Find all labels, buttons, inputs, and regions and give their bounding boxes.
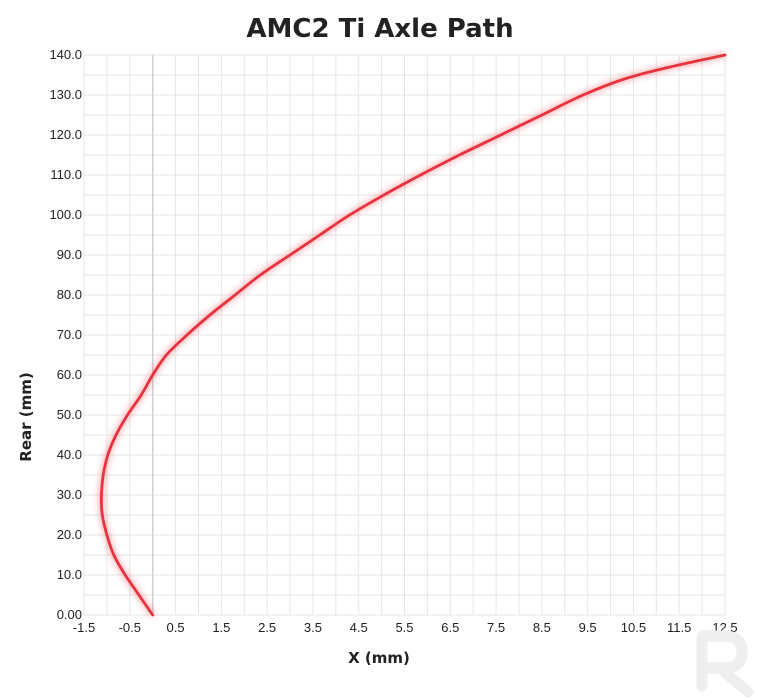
y-tick-label: 30.0: [57, 487, 82, 502]
x-tick-label: -0.5: [119, 620, 141, 635]
series-layer: [98, 52, 727, 617]
x-axis-title: X (mm): [348, 649, 410, 667]
y-tick-label: 40.0: [57, 447, 82, 462]
x-tick-label: 2.5: [258, 620, 276, 635]
x-tick-label: 8.5: [533, 620, 551, 635]
y-tick-label: 10.0: [57, 567, 82, 582]
y-tick-label: 0.00: [57, 607, 82, 622]
x-tick-label: 1.5: [212, 620, 230, 635]
y-tick-label: 100.0: [49, 207, 82, 222]
x-tick-label: 6.5: [441, 620, 459, 635]
y-tick-label: 50.0: [57, 407, 82, 422]
y-axis-title: Rear (mm): [17, 372, 35, 461]
y-tick-label: 120.0: [49, 127, 82, 142]
x-tick-label: 3.5: [304, 620, 322, 635]
x-tick-label: -1.5: [73, 620, 95, 635]
x-tick-label: 11.5: [667, 620, 691, 635]
y-tick-label: 90.0: [57, 247, 82, 262]
x-tick-label: 10.5: [621, 620, 646, 635]
y-tick-label: 60.0: [57, 367, 82, 382]
y-tick-label: 20.0: [57, 527, 82, 542]
x-tick-label: 7.5: [487, 620, 505, 635]
series-line: [99, 53, 727, 617]
y-tick-label: 70.0: [57, 327, 82, 342]
y-tick-label: 140.0: [49, 47, 82, 62]
y-tick-label: 80.0: [57, 287, 82, 302]
x-tick-label: 4.5: [350, 620, 368, 635]
chart-title: AMC2 Ti Axle Path: [246, 14, 513, 44]
x-tick-label: 9.5: [579, 620, 597, 635]
x-tick-label: 5.5: [395, 620, 413, 635]
brand-r-logo-icon: [696, 630, 754, 698]
y-tick-label: 130.0: [49, 87, 82, 102]
y-tick-label: 110.0: [50, 167, 82, 182]
x-tick-label: 0.5: [167, 620, 185, 635]
grid: [83, 54, 726, 616]
